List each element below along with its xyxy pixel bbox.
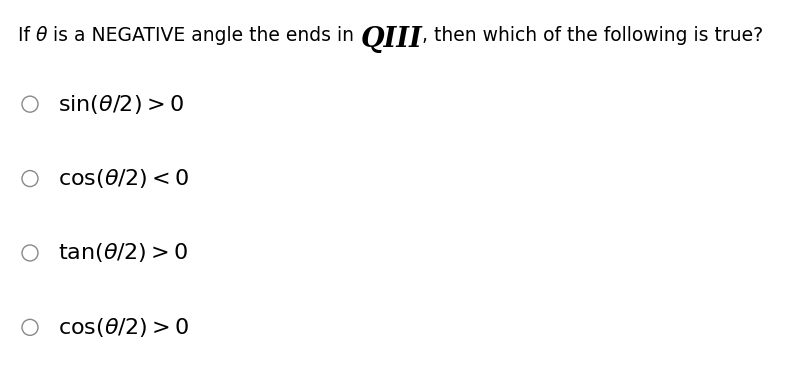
Text: , then which of the following is true?: , then which of the following is true? <box>423 26 764 45</box>
Text: is a NEGATIVE angle the ends in: is a NEGATIVE angle the ends in <box>48 26 361 45</box>
Text: $\tan(\theta/2) > 0$: $\tan(\theta/2) > 0$ <box>58 241 189 264</box>
Text: $\sin(\theta/2) > 0$: $\sin(\theta/2) > 0$ <box>58 93 184 116</box>
Text: θ: θ <box>36 26 48 45</box>
Text: $\cos(\theta/2) > 0$: $\cos(\theta/2) > 0$ <box>58 316 190 339</box>
Text: $\cos(\theta/2) < 0$: $\cos(\theta/2) < 0$ <box>58 167 190 190</box>
Text: If: If <box>18 26 36 45</box>
Text: QIII: QIII <box>361 26 423 53</box>
